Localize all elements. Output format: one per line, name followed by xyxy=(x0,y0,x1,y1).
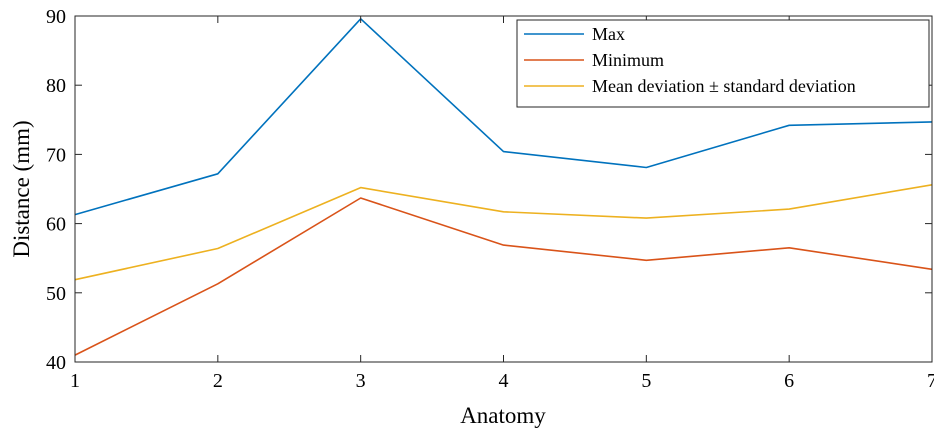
x-tick-label: 4 xyxy=(499,370,509,392)
y-axis-label: Distance (mm) xyxy=(9,120,34,257)
x-axis-label: Anatomy xyxy=(460,403,546,428)
ticks-layer: 1 2 3 4 5 6 7 40 50 60 70 80 90 xyxy=(46,6,934,392)
x-tick-label: 6 xyxy=(784,370,794,392)
x-tick-label: 5 xyxy=(641,370,651,392)
y-tick-label: 70 xyxy=(46,144,66,166)
legend-label-2: Mean deviation ± standard deviation xyxy=(592,76,856,96)
legend: Max Minimum Mean deviation ± standard devi… xyxy=(516,19,930,108)
legend-label-1: Minimum xyxy=(592,50,664,70)
y-tick-label: 60 xyxy=(46,214,66,236)
y-tick-label: 90 xyxy=(46,6,66,28)
legend-label-0: Max xyxy=(592,24,625,44)
series-line-1 xyxy=(74,197,933,356)
x-tick-label: 3 xyxy=(356,370,366,392)
x-tick-label: 1 xyxy=(70,370,80,392)
y-tick-label: 80 xyxy=(46,75,66,97)
x-tick-label: 2 xyxy=(213,370,223,392)
x-tick-label: 7 xyxy=(927,370,934,392)
y-tick-label: 50 xyxy=(46,283,66,305)
series-line-0 xyxy=(74,17,933,216)
series-layer xyxy=(74,17,933,356)
legend-box xyxy=(516,19,930,108)
series-line-2 xyxy=(74,184,933,281)
y-tick-label: 40 xyxy=(46,352,66,374)
